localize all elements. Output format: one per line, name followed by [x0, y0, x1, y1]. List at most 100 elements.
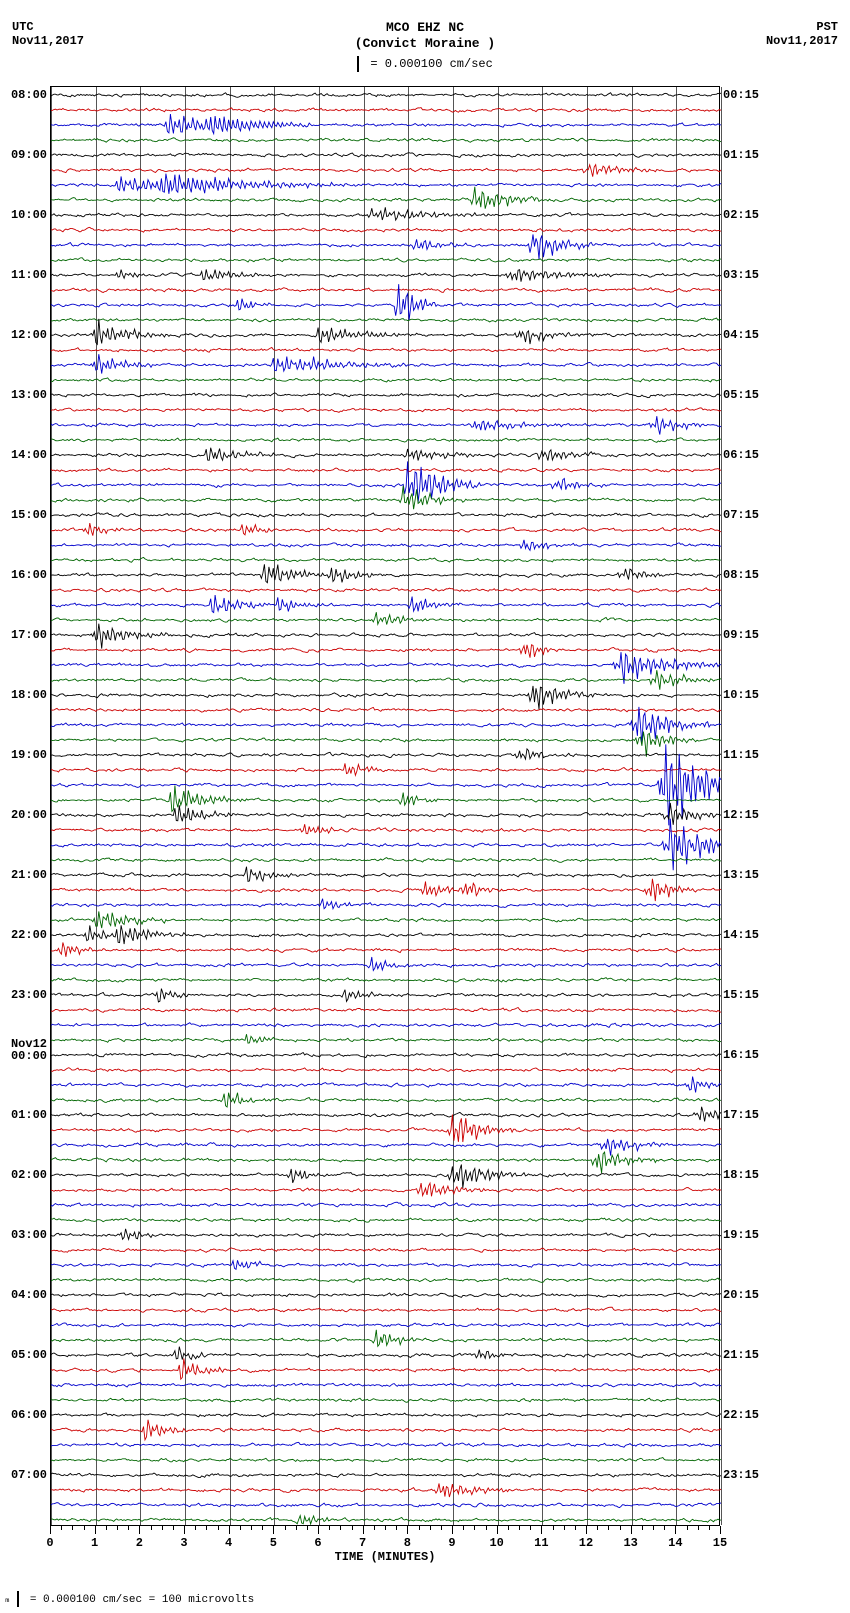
- x-tick-label: 10: [489, 1536, 503, 1550]
- utc-time-label: 12:00: [11, 328, 47, 342]
- x-tick-label: 11: [534, 1536, 548, 1550]
- x-tick-minor: [195, 1526, 196, 1530]
- x-tick-minor: [240, 1526, 241, 1530]
- utc-time-label: 19:00: [11, 748, 47, 762]
- x-tick-minor: [173, 1526, 174, 1530]
- utc-time-label: Nov1200:00: [11, 1036, 47, 1062]
- utc-time-label: 02:00: [11, 1168, 47, 1182]
- pst-time-label: 15:15: [723, 988, 759, 1002]
- x-tick-minor: [352, 1526, 353, 1530]
- x-tick-minor: [61, 1526, 62, 1530]
- x-tick-label: 3: [180, 1536, 187, 1550]
- x-tick-major: [497, 1526, 498, 1534]
- x-tick-minor: [151, 1526, 152, 1530]
- x-tick-minor: [396, 1526, 397, 1530]
- x-tick-minor: [374, 1526, 375, 1530]
- pst-time-label: 16:15: [723, 1048, 759, 1062]
- x-tick-minor: [664, 1526, 665, 1530]
- pst-time-label: 06:15: [723, 448, 759, 462]
- utc-time-label: 10:00: [11, 208, 47, 222]
- x-tick-minor: [430, 1526, 431, 1530]
- utc-time-label: 09:00: [11, 148, 47, 162]
- seismogram-page: UTC Nov11,2017 PST Nov11,2017 MCO EHZ NC…: [0, 0, 850, 1613]
- x-tick-label: 4: [225, 1536, 232, 1550]
- x-tick-minor: [218, 1526, 219, 1530]
- utc-time-label: 21:00: [11, 868, 47, 882]
- x-tick-label: 7: [359, 1536, 366, 1550]
- pst-time-label: 03:15: [723, 268, 759, 282]
- utc-time-label: 20:00: [11, 808, 47, 822]
- utc-time-label: 04:00: [11, 1288, 47, 1302]
- x-tick-minor: [486, 1526, 487, 1530]
- x-tick-minor: [653, 1526, 654, 1530]
- x-tick-minor: [575, 1526, 576, 1530]
- x-tick-major: [139, 1526, 140, 1534]
- pst-time-label: 01:15: [723, 148, 759, 162]
- x-tick-major: [541, 1526, 542, 1534]
- x-tick-label: 6: [314, 1536, 321, 1550]
- pst-time-label: 22:15: [723, 1408, 759, 1422]
- pst-time-label: 20:15: [723, 1288, 759, 1302]
- x-tick-minor: [508, 1526, 509, 1530]
- x-tick-minor: [285, 1526, 286, 1530]
- utc-time-label: 15:00: [11, 508, 47, 522]
- x-tick-major: [631, 1526, 632, 1534]
- x-tick-major: [452, 1526, 453, 1534]
- pst-time-label: 05:15: [723, 388, 759, 402]
- pst-time-label: 00:15: [723, 88, 759, 102]
- utc-time-label: 17:00: [11, 628, 47, 642]
- pst-time-label: 11:15: [723, 748, 759, 762]
- x-tick-label: 9: [448, 1536, 455, 1550]
- pst-time-label: 07:15: [723, 508, 759, 522]
- x-tick-minor: [84, 1526, 85, 1530]
- x-tick-minor: [597, 1526, 598, 1530]
- pst-time-label: 19:15: [723, 1228, 759, 1242]
- pst-time-label: 08:15: [723, 568, 759, 582]
- pst-time-label: 23:15: [723, 1468, 759, 1482]
- x-tick-label: 12: [579, 1536, 593, 1550]
- x-tick-major: [50, 1526, 51, 1534]
- x-tick-minor: [128, 1526, 129, 1530]
- x-tick-major: [407, 1526, 408, 1534]
- x-tick-minor: [296, 1526, 297, 1530]
- utc-time-label: 01:00: [11, 1108, 47, 1122]
- pst-time-label: 17:15: [723, 1108, 759, 1122]
- x-tick-label: 1: [91, 1536, 98, 1550]
- x-tick-minor: [206, 1526, 207, 1530]
- x-tick-label: 0: [46, 1536, 53, 1550]
- x-tick-minor: [307, 1526, 308, 1530]
- x-tick-minor: [687, 1526, 688, 1530]
- utc-time-label: 11:00: [11, 268, 47, 282]
- x-tick-minor: [463, 1526, 464, 1530]
- x-tick-major: [675, 1526, 676, 1534]
- x-tick-label: 14: [668, 1536, 682, 1550]
- x-tick-minor: [519, 1526, 520, 1530]
- x-tick-major: [184, 1526, 185, 1534]
- pst-time-label: 12:15: [723, 808, 759, 822]
- utc-time-label: 06:00: [11, 1408, 47, 1422]
- x-tick-minor: [419, 1526, 420, 1530]
- x-tick-minor: [553, 1526, 554, 1530]
- x-axis-title: TIME (MINUTES): [335, 1550, 436, 1564]
- x-tick-minor: [441, 1526, 442, 1530]
- pst-time-label: 02:15: [723, 208, 759, 222]
- utc-time-label: 16:00: [11, 568, 47, 582]
- utc-time-label: 14:00: [11, 448, 47, 462]
- utc-time-label: 05:00: [11, 1348, 47, 1362]
- x-tick-minor: [530, 1526, 531, 1530]
- utc-time-label: 08:00: [11, 88, 47, 102]
- pst-time-label: 18:15: [723, 1168, 759, 1182]
- x-tick-minor: [608, 1526, 609, 1530]
- footer-text: = 0.000100 cm/sec = 100 microvolts: [30, 1594, 254, 1606]
- footer-scale-note: ₘ = 0.000100 cm/sec = 100 microvolts: [0, 1591, 254, 1607]
- x-tick-label: 13: [623, 1536, 637, 1550]
- utc-time-label: 03:00: [11, 1228, 47, 1242]
- seismogram-plot: 08:0009:0010:0011:0012:0013:0014:0015:00…: [50, 86, 720, 1526]
- pst-time-label: 14:15: [723, 928, 759, 942]
- x-tick-minor: [262, 1526, 263, 1530]
- x-tick-minor: [642, 1526, 643, 1530]
- x-tick-minor: [162, 1526, 163, 1530]
- x-tick-minor: [385, 1526, 386, 1530]
- x-tick-minor: [72, 1526, 73, 1530]
- x-tick-major: [363, 1526, 364, 1534]
